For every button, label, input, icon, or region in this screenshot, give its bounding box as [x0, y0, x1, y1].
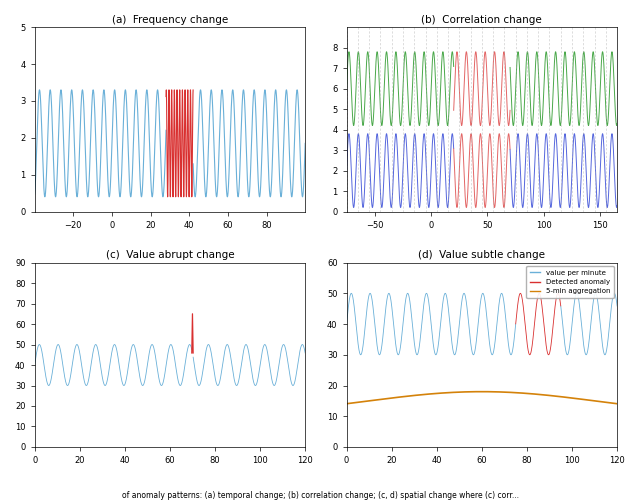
Legend: value per minute, Detected anomaly, 5-min aggregation: value per minute, Detected anomaly, 5-mi… [526, 266, 614, 298]
Title: (c)  Value abrupt change: (c) Value abrupt change [106, 250, 234, 260]
Text: of anomaly patterns: (a) temporal change; (b) correlation change; (c, d) spatial: of anomaly patterns: (a) temporal change… [122, 490, 518, 500]
Title: (a)  Frequency change: (a) Frequency change [112, 15, 228, 25]
Title: (d)  Value subtle change: (d) Value subtle change [419, 250, 545, 260]
Title: (b)  Correlation change: (b) Correlation change [422, 15, 542, 25]
